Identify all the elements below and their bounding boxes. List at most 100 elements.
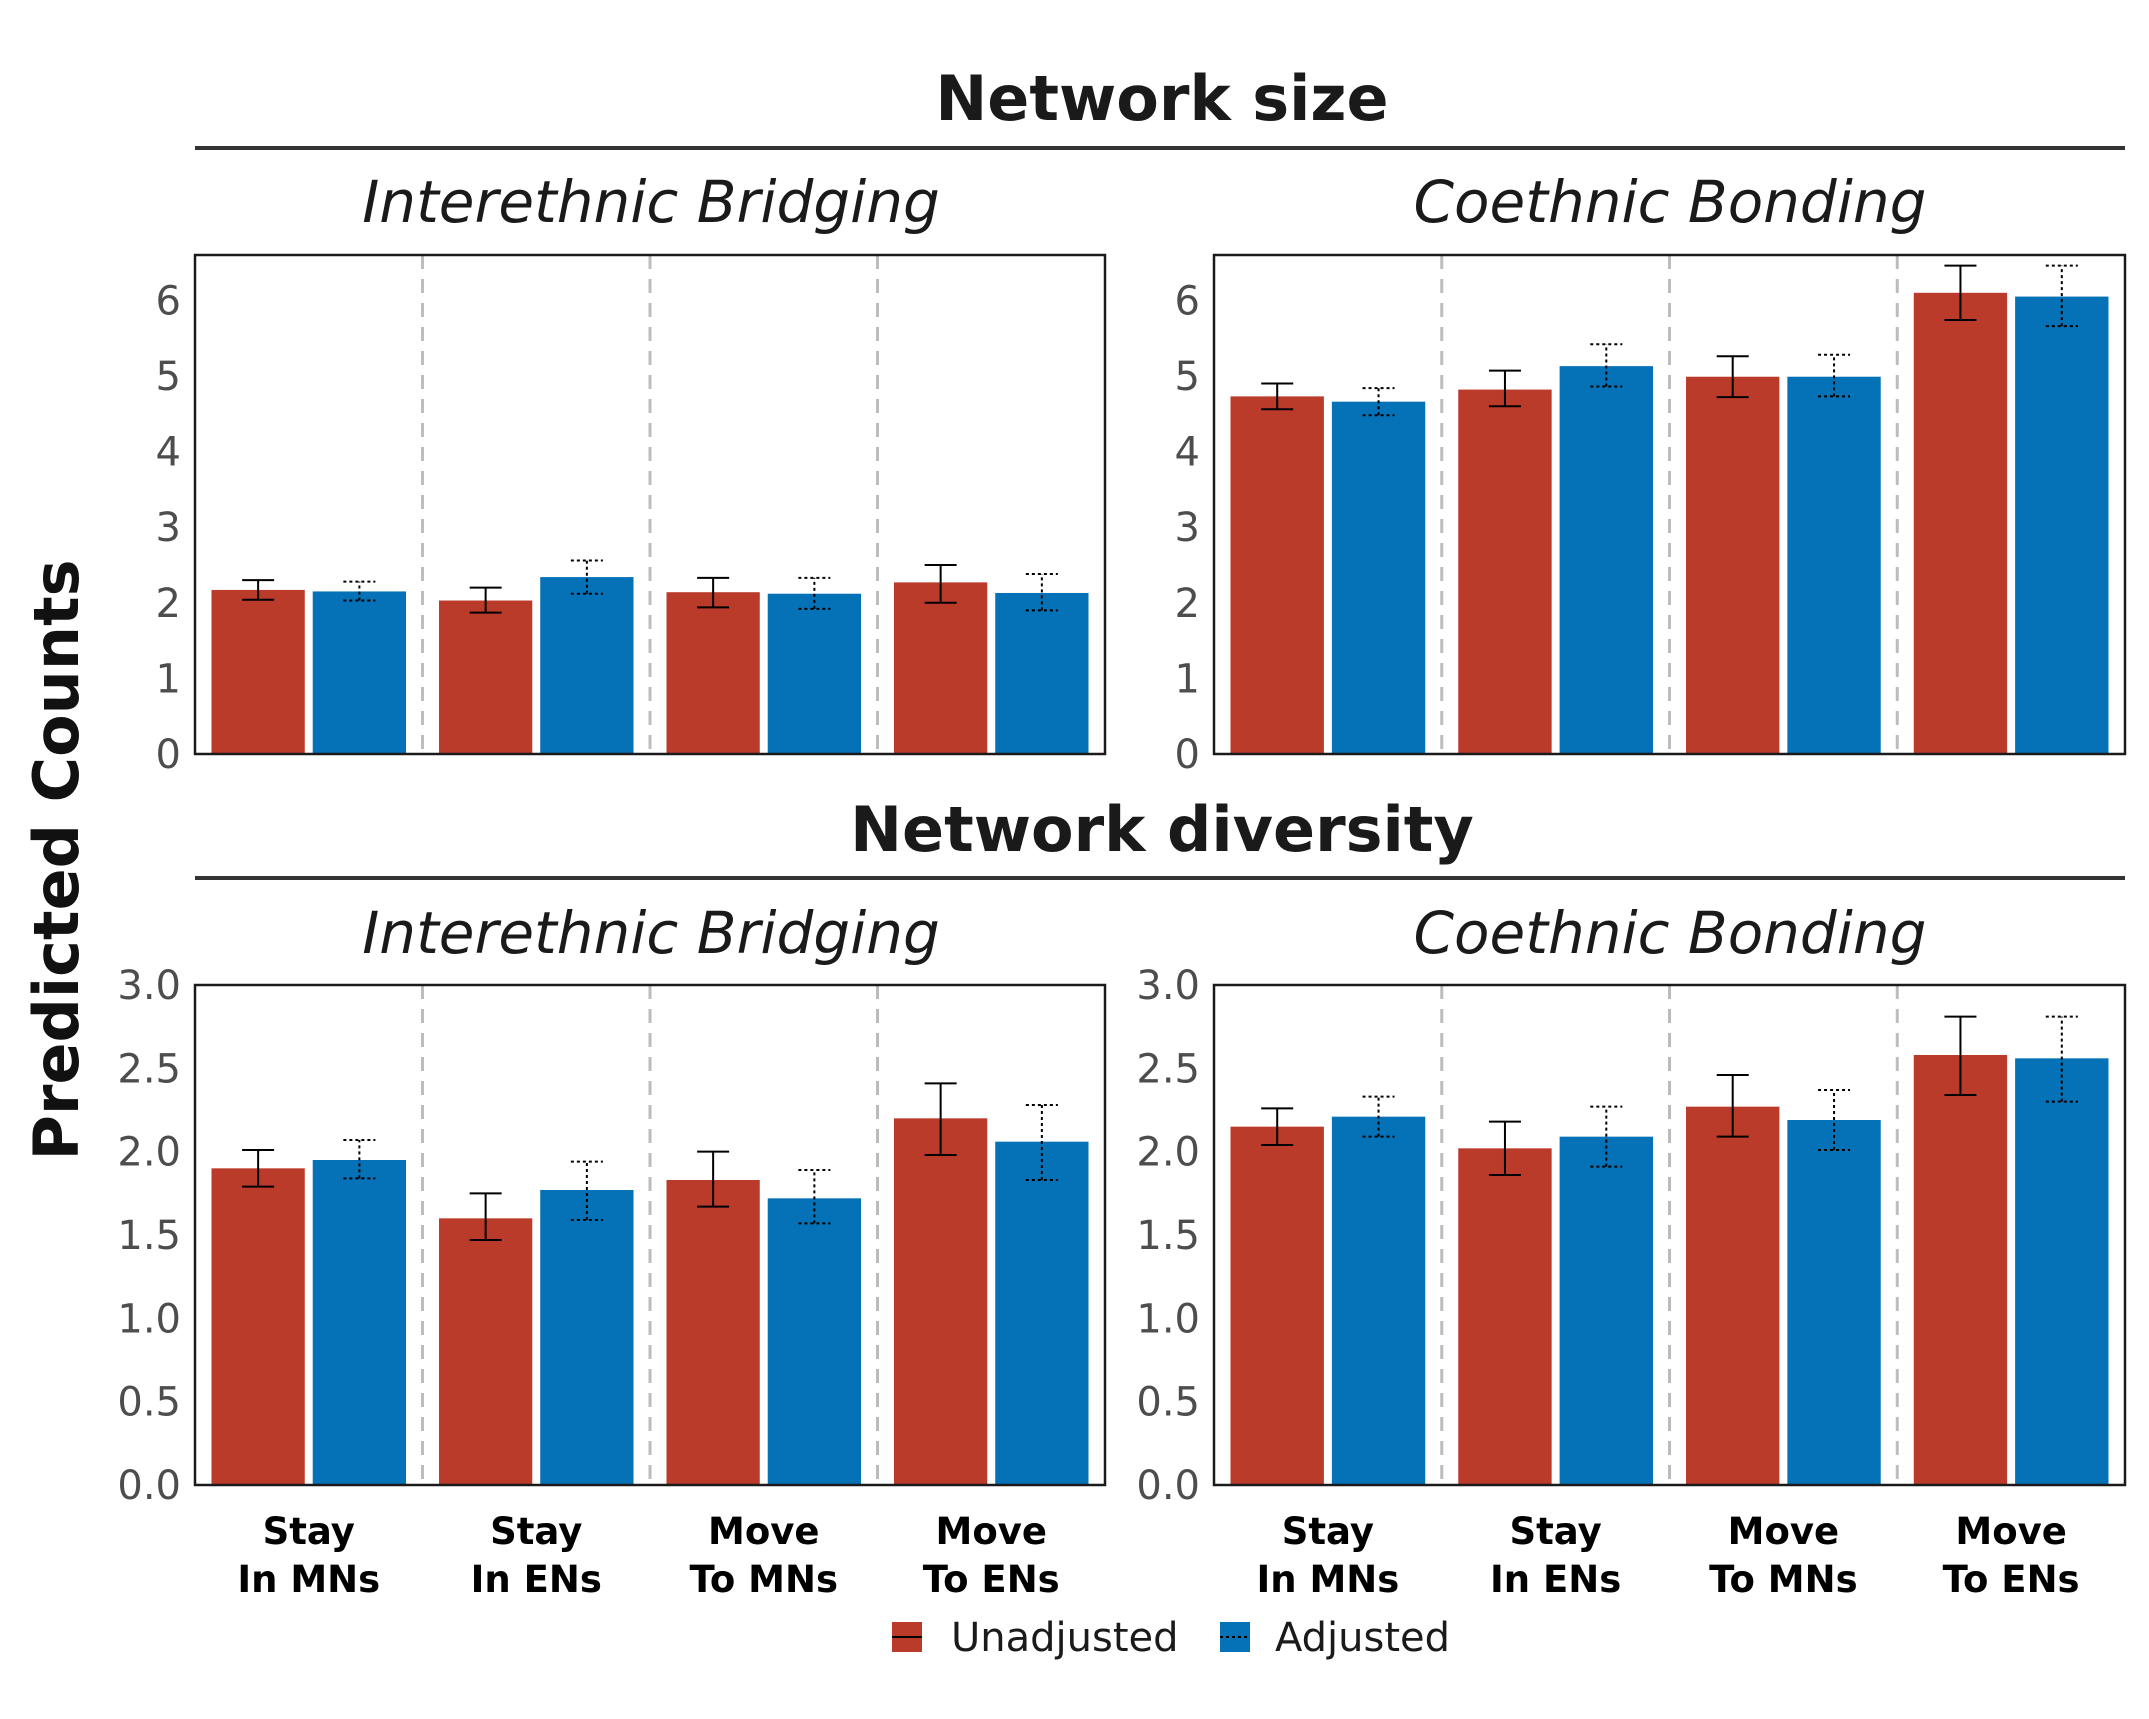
errorbar-adjusted-move-to-ens: [2045, 1015, 2078, 1103]
y-tick-label: 5: [1175, 354, 1200, 400]
panel-title-size-bridging: Interethnic Bridging: [362, 168, 940, 236]
bar-adjusted-stay-in-mns: [312, 1160, 407, 1485]
y-tick-label: 1.0: [1136, 1296, 1200, 1342]
y-tick-label: 6: [156, 278, 181, 324]
y-tick-label: 0.5: [1136, 1380, 1200, 1426]
y-tick-label: 4: [1175, 430, 1200, 476]
section-title-network-size: Network size: [935, 62, 1388, 135]
y-tick-label: 1: [156, 656, 181, 702]
bar-adjusted-stay-in-ens: [1559, 366, 1653, 754]
panel-title-diversity-bridging: Interethnic Bridging: [362, 899, 940, 967]
errorbar-adjusted-move-to-mns: [798, 576, 831, 610]
x-tick-label: Move To MNs: [690, 1510, 838, 1601]
y-tick-label: 2.0: [1136, 1130, 1200, 1176]
panel-title-diversity-bonding: Coethnic Bonding: [1414, 899, 1927, 967]
y-tick-label: 3.0: [117, 963, 181, 1009]
legend-label-unadjusted: Unadjusted: [951, 1615, 1179, 1661]
errorbar-unadjusted-move-to-ens: [924, 563, 957, 604]
bar-unadjusted-move-to-mns: [1686, 1106, 1780, 1485]
bar-unadjusted-move-to-ens: [1913, 1055, 2008, 1485]
bar-unadjusted-stay-in-ens: [1458, 389, 1552, 754]
y-tick-label: 3: [1175, 505, 1200, 551]
errorbar-adjusted-move-to-mns: [1818, 1089, 1851, 1151]
bar-adjusted-stay-in-ens: [1559, 1136, 1653, 1485]
x-tick-label: Move To ENs: [1943, 1510, 2080, 1601]
panel-title-size-bonding: Coethnic Bonding: [1414, 168, 1927, 236]
panel-diversity-bonding: 0.0 0.5 1.0 1.5 2.0 2.5 3.0 Stay In MNs Stay In EN…: [1136, 963, 2127, 1601]
panel-size-bridging: 0 1 2 3 4 5 6: [156, 253, 1107, 778]
bar-adjusted-stay-in-mns: [312, 591, 407, 754]
errorbar-unadjusted-stay-in-ens: [469, 586, 502, 614]
y-tick-label: 0: [1175, 732, 1200, 778]
x-tick-label: Move To MNs: [1709, 1510, 1857, 1601]
errorbar-unadjusted-move-to-mns: [697, 576, 730, 609]
y-tick-label: 2.0: [117, 1130, 181, 1176]
errorbar-adjusted-stay-in-ens: [1590, 1105, 1623, 1168]
panel-frame: [1212, 983, 2127, 1487]
errorbar-unadjusted-stay-in-ens: [1488, 369, 1521, 408]
bar-unadjusted-stay-in-ens: [438, 1218, 533, 1485]
bar-unadjusted-stay-in-ens: [438, 600, 533, 754]
bar-unadjusted-stay-in-mns: [211, 1168, 305, 1485]
x-tick-label: Stay In MNs: [237, 1510, 380, 1601]
bar-unadjusted-move-to-mns: [666, 1180, 760, 1485]
x-tick-label: Move To ENs: [923, 1510, 1060, 1601]
bar-adjusted-move-to-mns: [1787, 1120, 1881, 1485]
errorbar-adjusted-move-to-ens: [1025, 1104, 1058, 1181]
y-tick-label: 0: [156, 732, 181, 778]
errorbar-unadjusted-stay-in-ens: [469, 1192, 502, 1241]
errorbar-adjusted-move-to-mns: [798, 1169, 831, 1225]
y-tick-label: 0.0: [1136, 1463, 1200, 1509]
errorbar-adjusted-move-to-mns: [1818, 353, 1851, 398]
y-axis-label: Predicted Counts: [20, 559, 93, 1160]
y-tick-label: 1: [1175, 656, 1200, 702]
y-tick-label: 4: [156, 430, 181, 476]
y-tick-label: 1.0: [117, 1296, 181, 1342]
errorbar-adjusted-stay-in-mns: [343, 1139, 376, 1180]
panel-frame: [193, 253, 1107, 756]
y-tick-label: 5: [156, 354, 181, 400]
errorbar-adjusted-move-to-ens: [1025, 573, 1058, 612]
y-tick-label: 3: [156, 505, 181, 551]
bar-unadjusted-stay-in-mns: [1230, 396, 1324, 754]
legend-label-adjusted: Adjusted: [1275, 1615, 1450, 1661]
bar-unadjusted-move-to-ens: [893, 1118, 988, 1485]
errorbar-unadjusted-move-to-mns: [697, 1150, 730, 1208]
y-tick-label: 1.5: [117, 1213, 181, 1259]
y-tick-label: 2: [156, 581, 181, 627]
bar-unadjusted-move-to-ens: [893, 582, 988, 754]
errorbar-unadjusted-move-to-mns: [1716, 1074, 1749, 1138]
bar-unadjusted-stay-in-mns: [211, 589, 305, 754]
bar-adjusted-move-to-ens: [2015, 296, 2109, 754]
y-tick-label: 3.0: [1136, 963, 1200, 1009]
panel-size-bonding: 0 1 2 3 4 5 6: [1175, 253, 2127, 778]
y-tick-label: 0.0: [117, 1463, 181, 1509]
bar-adjusted-stay-in-ens: [540, 577, 634, 754]
bar-adjusted-stay-in-mns: [1331, 401, 1426, 754]
bar-unadjusted-stay-in-mns: [1230, 1126, 1324, 1485]
errorbar-adjusted-stay-in-mns: [1362, 387, 1395, 417]
errorbar-unadjusted-move-to-ens: [1944, 1015, 1977, 1096]
errorbar-adjusted-stay-in-ens: [570, 559, 603, 595]
errorbar-unadjusted-stay-in-mns: [1261, 1107, 1294, 1146]
bar-adjusted-move-to-mns: [1787, 376, 1881, 754]
bar-unadjusted-move-to-mns: [1686, 376, 1780, 754]
y-tick-label: 2: [1175, 581, 1200, 627]
errorbar-unadjusted-move-to-ens: [924, 1082, 957, 1156]
errorbar-adjusted-stay-in-ens: [570, 1160, 603, 1221]
bar-adjusted-stay-in-ens: [540, 1190, 634, 1485]
errorbar-unadjusted-stay-in-mns: [242, 579, 275, 601]
y-tick-label: 2.5: [1136, 1046, 1200, 1092]
x-tick-label: Stay In MNs: [1256, 1510, 1399, 1601]
y-tick-label: 2.5: [117, 1046, 181, 1092]
errorbar-adjusted-stay-in-mns: [1362, 1095, 1395, 1138]
errorbar-adjusted-stay-in-mns: [343, 580, 376, 602]
bar-unadjusted-stay-in-ens: [1458, 1148, 1552, 1485]
x-tick-label: Stay In ENs: [1490, 1510, 1621, 1601]
bar-unadjusted-move-to-mns: [666, 592, 760, 754]
bar-adjusted-move-to-ens: [995, 1141, 1089, 1485]
errorbar-unadjusted-stay-in-ens: [1488, 1120, 1521, 1176]
errorbar-unadjusted-move-to-ens: [1944, 264, 1977, 322]
y-tick-label: 1.5: [1136, 1213, 1200, 1259]
